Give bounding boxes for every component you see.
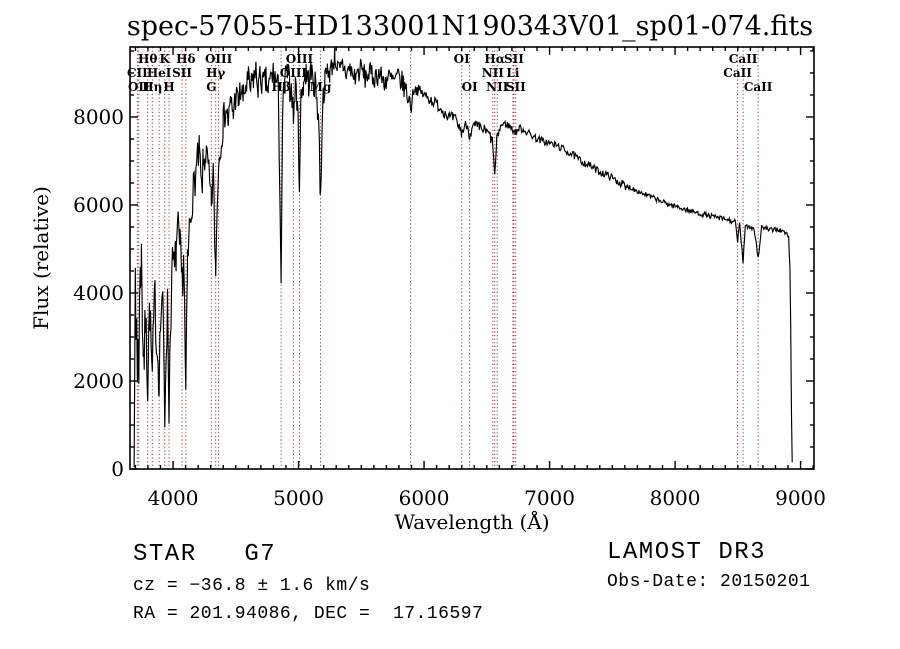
y-tick-label: 6000: [73, 193, 124, 217]
spectral-marker-label: Hθ: [138, 52, 157, 66]
cz-value-label: cz = −36.8 ± 1.6 km/s: [133, 576, 370, 596]
y-axis-title: Flux (relative): [29, 186, 53, 330]
plot-frame-rect: [129, 46, 815, 470]
spectral-marker-label: OIII: [286, 52, 314, 66]
object-class-label: STAR G7: [133, 541, 276, 568]
spectral-marker-label: G: [206, 80, 216, 94]
ra-dec-label: RA = 201.94086, DEC = 17.16597: [133, 604, 483, 624]
plot-title: spec-57055-HD133001N190343V01_sp01-074.f…: [127, 11, 813, 42]
spectral-marker-label: NII: [482, 66, 505, 80]
spectral-marker-label: HeI: [147, 66, 172, 80]
spectral-marker-label: SII: [172, 66, 192, 80]
spectral-marker-label: OI: [462, 80, 478, 94]
spectral-marker-label: OI: [454, 52, 470, 66]
spectral-marker-label: H: [163, 80, 174, 94]
x-axis-title: Wavelength (Å): [394, 509, 549, 534]
x-tick-label: 7000: [524, 486, 575, 510]
spectral-marker-label: CII: [127, 66, 148, 80]
plot-frame: [129, 46, 815, 470]
spectral-marker-label: Hη: [142, 80, 162, 94]
obs-date-label: Obs-Date: 20150201: [607, 572, 810, 592]
y-tick-label: 8000: [73, 105, 124, 129]
spectral-marker-label: Hδ: [176, 52, 195, 66]
spectral-marker-label: Hβ: [271, 80, 290, 94]
spectral-marker-label: K: [160, 52, 171, 66]
spectral-marker-label: SII: [506, 80, 526, 94]
survey-label: LAMOST DR3: [607, 539, 766, 566]
x-tick-label: 8000: [650, 486, 701, 510]
x-tick-label: 9000: [775, 486, 826, 510]
spectral-marker-label: SII: [504, 52, 524, 66]
spectral-marker-label: OIII: [205, 52, 233, 66]
x-tick-label: 6000: [399, 486, 450, 510]
spectral-marker-label: Hγ: [206, 66, 225, 80]
spectral-marker-label: CaII: [723, 66, 752, 80]
spectral-marker-label: OII: [128, 80, 150, 94]
spectral-marker-label: CaII: [744, 80, 773, 94]
spectral-marker-label: CaII: [729, 52, 758, 66]
spectral-line-labels: CIIOIIHθHηHeIKHSIIHδGHγOIIIHβOIIIOIIIMgO…: [127, 52, 773, 94]
spectral-marker-label: NII: [486, 80, 509, 94]
spectral-marker-label: Li: [506, 66, 519, 80]
spectral-marker-label: Hα: [484, 52, 505, 66]
x-tick-label: 4000: [148, 486, 199, 510]
y-tick-label: 0: [111, 457, 124, 481]
y-tick-label: 4000: [73, 281, 124, 305]
spectral-line-markers: [136, 47, 759, 469]
axis-tick-labels: 4000 5000 6000 7000 8000 9000 0 2000 4000 6000 800…: [73, 105, 826, 510]
y-tick-label: 2000: [73, 369, 124, 393]
x-tick-label: 5000: [273, 486, 324, 510]
spectrum-trace: [133, 47, 793, 468]
spectrum-path: [133, 47, 793, 468]
spectral-marker-label: OIII: [280, 66, 308, 80]
